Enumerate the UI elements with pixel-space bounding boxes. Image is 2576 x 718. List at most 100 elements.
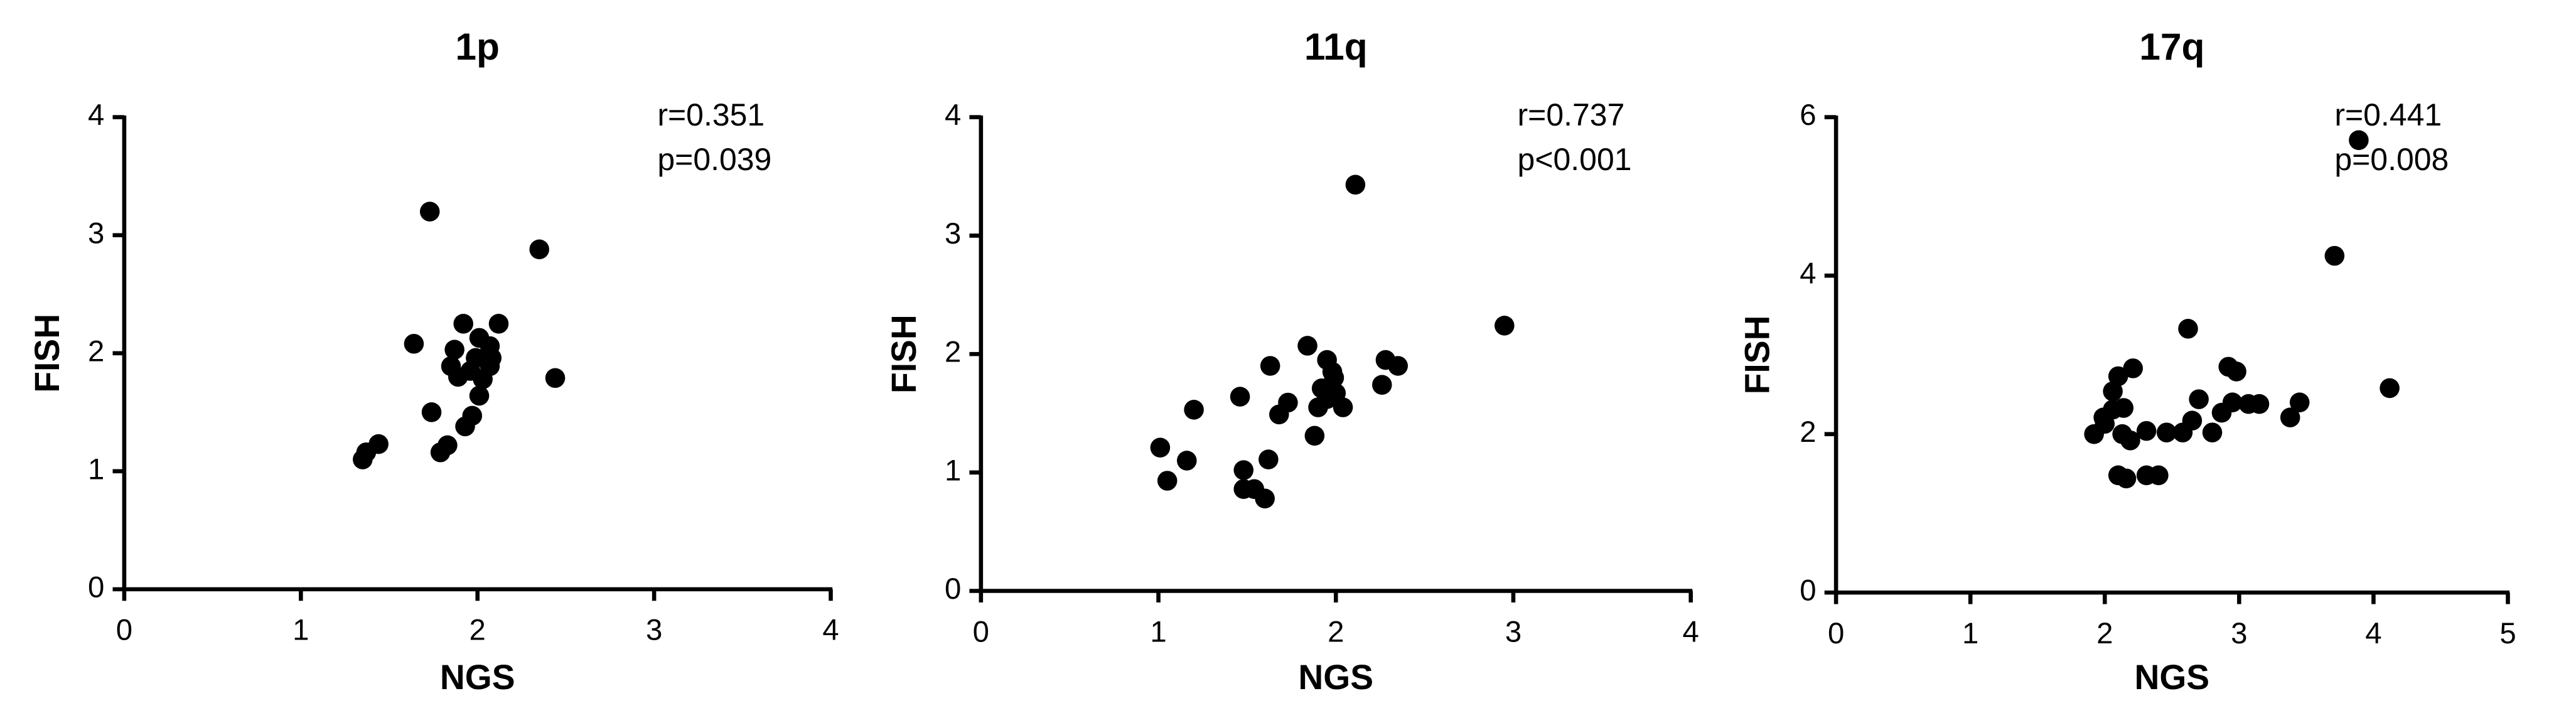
point — [419, 201, 440, 222]
annotation: r=0.737 — [1518, 97, 1625, 132]
point — [2156, 422, 2177, 442]
point — [2123, 358, 2144, 378]
point — [1184, 400, 1204, 420]
point — [1260, 356, 1280, 376]
point — [2112, 424, 2132, 444]
x-tick-label: 4 — [2365, 617, 2381, 650]
y-tick-label: 0 — [945, 572, 961, 606]
y-tick-label: 2 — [945, 336, 961, 369]
point — [1150, 437, 1171, 458]
x-tick-label: 4 — [1683, 615, 1699, 648]
point — [2116, 468, 2137, 489]
x-tick-label: 0 — [116, 614, 132, 647]
point — [2380, 378, 2400, 399]
y-tick-label: 2 — [88, 335, 104, 368]
point — [444, 340, 464, 360]
point — [2324, 245, 2345, 266]
y-tick-label: 1 — [88, 453, 104, 486]
point — [2249, 394, 2270, 414]
point — [1177, 451, 1197, 471]
point — [430, 442, 451, 463]
x-axis-label: NGS — [440, 658, 515, 697]
point — [453, 314, 473, 334]
point — [545, 368, 566, 388]
point — [2222, 392, 2243, 412]
x-tick-label: 0 — [1828, 617, 1844, 650]
point — [1233, 460, 1254, 480]
x-tick-label: 5 — [2499, 617, 2516, 650]
point — [1297, 336, 1318, 356]
point — [1258, 449, 1279, 469]
y-axis-label: FISH — [884, 314, 923, 394]
x-tick-label: 1 — [1150, 615, 1166, 648]
y-tick-label: 0 — [88, 571, 104, 604]
annotation: p<0.001 — [1518, 142, 1632, 177]
point — [2108, 366, 2128, 387]
point — [529, 239, 549, 260]
point — [1255, 488, 1275, 509]
point — [1371, 375, 1392, 395]
y-tick-label: 4 — [945, 99, 961, 132]
chart-title: 1p — [455, 25, 500, 68]
y-tick-label: 2 — [1800, 415, 1816, 449]
y-tick-label: 0 — [1800, 574, 1816, 608]
y-tick-label: 1 — [945, 454, 961, 487]
point — [2136, 421, 2157, 441]
x-tick-label: 3 — [1505, 615, 1521, 648]
x-tick-label: 0 — [973, 615, 989, 648]
point — [2189, 389, 2209, 409]
point — [1157, 471, 1178, 491]
point — [488, 314, 509, 334]
x-tick-label: 2 — [470, 614, 486, 647]
point — [2280, 407, 2300, 427]
point — [2178, 318, 2198, 339]
x-tick-label: 2 — [1328, 615, 1344, 648]
point — [2113, 398, 2134, 418]
point — [353, 449, 373, 469]
point — [1230, 387, 1250, 407]
y-axis-label: FISH — [1738, 316, 1777, 395]
x-tick-label: 1 — [292, 614, 309, 647]
point — [1495, 316, 1515, 336]
y-tick-label: 4 — [88, 99, 104, 132]
x-tick-label: 4 — [822, 614, 839, 647]
point — [1388, 356, 1408, 376]
x-axis-label: NGS — [1298, 658, 1373, 697]
point — [1317, 389, 1337, 409]
annotation: r=0.441 — [2334, 97, 2442, 132]
point — [2289, 392, 2310, 412]
x-tick-label: 3 — [2231, 617, 2247, 650]
x-tick-label: 1 — [1962, 617, 1978, 650]
point — [1304, 426, 1325, 446]
chart-title: 11q — [1304, 25, 1368, 68]
x-axis-label: NGS — [2134, 658, 2209, 697]
point — [1269, 404, 1289, 425]
chart-title: 17q — [2139, 25, 2204, 68]
y-tick-label: 4 — [1800, 257, 1816, 291]
point — [448, 367, 468, 387]
point — [2182, 410, 2203, 431]
y-axis-label: FISH — [28, 314, 67, 393]
point — [421, 402, 442, 422]
point — [455, 416, 475, 437]
point — [2349, 130, 2369, 151]
annotation: r=0.351 — [657, 97, 765, 132]
point — [2202, 422, 2223, 442]
annotation: p=0.039 — [657, 142, 771, 177]
point — [2149, 465, 2169, 486]
y-tick-label: 3 — [945, 217, 961, 250]
x-tick-label: 2 — [2096, 617, 2113, 650]
point — [404, 333, 424, 354]
point — [469, 385, 490, 406]
y-tick-label: 6 — [1800, 99, 1816, 132]
point — [1333, 397, 1353, 417]
x-tick-label: 3 — [646, 614, 662, 647]
point — [1345, 174, 1366, 195]
y-tick-label: 3 — [88, 217, 104, 250]
point — [473, 369, 493, 389]
point — [2226, 362, 2246, 382]
point — [2103, 381, 2123, 402]
point — [2093, 407, 2113, 427]
